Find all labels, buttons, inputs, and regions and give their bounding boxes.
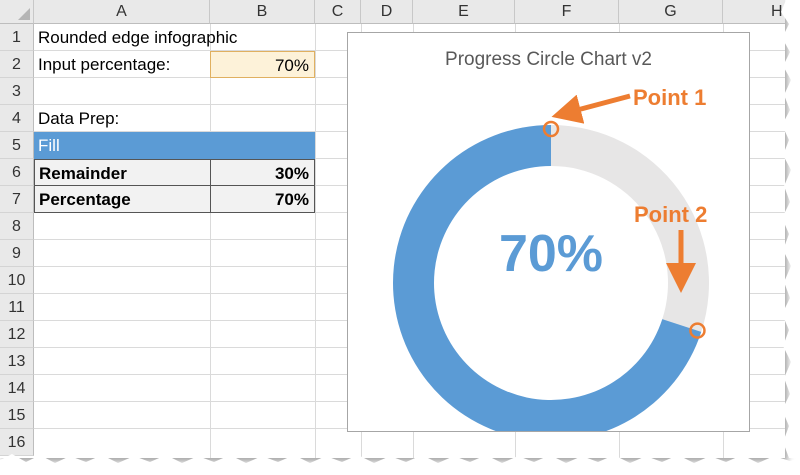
cell-a6-remainder-label[interactable]: Remainder: [34, 159, 211, 186]
column-header-g[interactable]: G: [619, 0, 723, 24]
row-header-1[interactable]: 1: [0, 24, 34, 51]
row-header-16[interactable]: 16: [0, 429, 34, 456]
row-header-3[interactable]: 3: [0, 78, 34, 105]
input-percentage-cell[interactable]: 70%: [210, 51, 315, 78]
row-header-4[interactable]: 4: [0, 105, 34, 132]
center-percentage-label: 70%: [499, 225, 603, 283]
column-header-f[interactable]: F: [515, 0, 619, 24]
callout-2-label: Point 2: [634, 202, 707, 227]
row-header-11[interactable]: 11: [0, 294, 34, 321]
row-header-6[interactable]: 6: [0, 159, 34, 186]
column-header-c[interactable]: C: [315, 0, 361, 24]
column-header-e[interactable]: E: [413, 0, 515, 24]
column-header-h[interactable]: H: [723, 0, 785, 24]
row-header-8[interactable]: 8: [0, 213, 34, 240]
point-2-marker: [689, 322, 706, 339]
select-all-triangle-icon: [18, 8, 30, 20]
cell-a7-percentage-label[interactable]: Percentage: [34, 186, 211, 213]
row-header-12[interactable]: 12: [0, 321, 34, 348]
cell-b7-percentage-value[interactable]: 70%: [210, 186, 315, 213]
row-header-5[interactable]: 5: [0, 132, 34, 159]
column-header-a[interactable]: A: [34, 0, 210, 24]
chart-plot: 70% Point 1 Point 2: [393, 85, 709, 431]
column-header-b[interactable]: B: [210, 0, 315, 24]
gridline: [210, 24, 211, 458]
row-header-15[interactable]: 15: [0, 402, 34, 429]
gridline: [315, 24, 316, 458]
row-header-9[interactable]: 9: [0, 240, 34, 267]
row-header-14[interactable]: 14: [0, 375, 34, 402]
point-1-marker: [542, 120, 560, 138]
row-header-2[interactable]: 2: [0, 51, 34, 78]
cell-b6-remainder-value[interactable]: 30%: [210, 159, 315, 186]
progress-circle-chart[interactable]: Progress Circle Chart v2 70% Point 1 Poi…: [347, 32, 750, 432]
row-header-10[interactable]: 10: [0, 267, 34, 294]
cell-a4-label[interactable]: Data Prep:: [38, 109, 120, 128]
chart-title: Progress Circle Chart v2: [445, 49, 652, 70]
row-header-13[interactable]: 13: [0, 348, 34, 375]
select-all-corner[interactable]: [0, 0, 34, 24]
fill-header-row[interactable]: Fill: [34, 132, 315, 159]
callout-1-label: Point 1: [633, 85, 706, 110]
cell-a2-label[interactable]: Input percentage:: [38, 55, 171, 74]
callout-1-arrow: [551, 93, 631, 124]
spreadsheet: A B C D E F G H 1 2 3 4 5 6 7 8 9 10 11 …: [0, 0, 785, 458]
row-header-7[interactable]: 7: [0, 186, 34, 213]
column-header-d[interactable]: D: [361, 0, 413, 24]
cell-a1-title[interactable]: Rounded edge infographic: [38, 28, 238, 47]
